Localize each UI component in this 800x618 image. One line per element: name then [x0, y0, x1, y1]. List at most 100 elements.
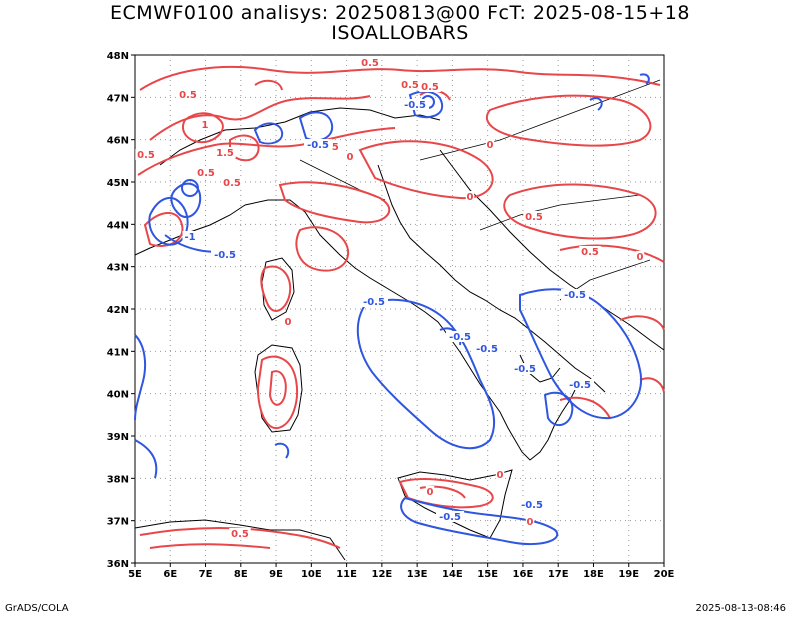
positive-contour-label: 0 [527, 517, 534, 528]
negative-contour-label: -0.5 [307, 140, 329, 151]
positive-contour-label: 0.5 [197, 168, 215, 179]
lat-tick-label: 40N [107, 390, 129, 401]
positive-contour-label: 0.5 [179, 90, 197, 101]
positive-contour-label-bg [523, 211, 545, 222]
negative-contour-label: -0.5 [521, 500, 543, 511]
negative-contour-label: -0.5 [514, 364, 536, 375]
negative-contour-label: -0.5 [449, 332, 471, 343]
positive-contour-label-bg [425, 486, 435, 497]
negative-contour-label-bg [446, 331, 474, 342]
positive-contour-label-bg [135, 149, 157, 160]
negative-contour-label: -0.5 [439, 512, 461, 523]
lon-tick-label: 13E [407, 569, 428, 580]
positive-contour-label-bg [200, 119, 210, 130]
negative-contour-label: -0.5 [569, 380, 591, 391]
positive-contour-label-bg [214, 147, 236, 158]
lon-tick-label: 14E [442, 569, 463, 580]
lon-tick-label: 11E [336, 569, 357, 580]
lon-tick-label: 12E [371, 569, 392, 580]
lat-tick-label: 45N [107, 178, 129, 189]
positive-contour-label: 0.5 [361, 58, 379, 69]
negative-contour-label: -0.5 [564, 290, 586, 301]
lon-tick-label: 6E [163, 569, 177, 580]
positive-contour-label: 0.5 [231, 529, 249, 540]
negative-contour-label-bg [360, 296, 388, 307]
positive-contour-label-bg [495, 469, 505, 480]
lat-tick-label: 42N [107, 305, 129, 316]
positive-contour-label-bg [399, 79, 421, 90]
negative-contour-label-bg [566, 379, 594, 390]
positive-contour-label: 0 [637, 252, 644, 263]
lat-tick-label: 47N [107, 93, 129, 104]
lon-tick-label: 8E [234, 569, 248, 580]
axis-ticks: 5E 6E 7E 8E 9E 10E 11E 12E 13E 14E 15E 16E 17E 18E 19E… [107, 51, 675, 580]
positive-contour-label-bg [419, 81, 441, 92]
lat-tick-label: 36N [107, 559, 129, 570]
lat-tick-label: 38N [107, 474, 129, 485]
grid [135, 55, 664, 563]
lat-tick-label: 46N [107, 136, 129, 147]
lon-tick-label: 17E [548, 569, 569, 580]
contour-labels: 0.50.510.50.51.50.500.50.50.500.500.5000… [135, 57, 645, 540]
positive-contours [137, 65, 665, 549]
negative-contour-label: -0.5 [404, 100, 426, 111]
negative-contour-label: -0.5 [363, 297, 385, 308]
positive-contour-label: 0 [427, 487, 434, 498]
map-subtitle: ISOALLOBARS [331, 22, 469, 44]
positive-contour-label: 0.5 [421, 82, 439, 93]
negative-contour-label-bg [211, 249, 239, 260]
positive-contour-label: 0 [347, 152, 354, 163]
positive-contour-label-bg [579, 246, 601, 257]
positive-contour-label: 0 [487, 140, 494, 151]
negative-contour-label: -0.5 [214, 250, 236, 261]
lat-tick-label: 43N [107, 263, 129, 274]
positive-contour-label-bg [177, 89, 199, 100]
negative-contour-label: -1 [184, 232, 195, 243]
map-frame [134, 54, 665, 564]
lat-tick-label: 44N [107, 220, 129, 231]
lat-tick-label: 37N [107, 517, 129, 528]
positive-contour-label: 0 [497, 470, 504, 481]
lat-tick-label: 48N [107, 51, 129, 62]
positive-contour-label: 0 [285, 317, 292, 328]
positive-contour-label-bg [283, 316, 293, 327]
lon-tick-label: 20E [654, 569, 675, 580]
positive-contour-label-bg [221, 177, 243, 188]
positive-contour-label-bg [635, 251, 645, 262]
positive-contour-label: 0.5 [581, 247, 599, 258]
negative-contour-label-bg [518, 499, 546, 510]
negative-contour-label-bg [561, 289, 589, 300]
lon-tick-label: 5E [128, 569, 142, 580]
positive-contour-label-bg [359, 57, 381, 68]
lon-tick-label: 9E [269, 569, 283, 580]
lon-tick-label: 16E [513, 569, 534, 580]
lat-tick-label: 39N [107, 432, 129, 443]
footer-credit: GrADS/COLA [5, 603, 69, 614]
positive-contour-label: 0.5 [137, 150, 155, 161]
lat-tick-label: 41N [107, 347, 129, 358]
map-title: ECMWF0100 analisys: 20250813@00 FcT: 202… [110, 2, 690, 24]
negative-contour-label-bg [182, 231, 198, 242]
footer-timestamp: 2025-08-13-08:46 [695, 603, 786, 614]
negative-contour-label: -0.5 [476, 344, 498, 355]
positive-contour-label-bg [195, 167, 217, 178]
positive-contour-label: 0.5 [223, 178, 241, 189]
positive-contour-label-bg [229, 528, 251, 539]
positive-contour-label-bg [525, 516, 535, 527]
positive-contour-label-bg [485, 139, 495, 150]
positive-contour-label: 0.5 [401, 80, 419, 91]
negative-contour-label-bg [473, 343, 501, 354]
negative-contour-label-bg [304, 139, 332, 150]
lon-tick-label: 7E [199, 569, 213, 580]
positive-contour-label: 0 [467, 192, 474, 203]
negative-contour-label-bg [511, 363, 539, 374]
lon-tick-label: 10E [301, 569, 322, 580]
positive-contour-label: 1 [202, 120, 209, 131]
lon-tick-label: 19E [618, 569, 639, 580]
lon-tick-label: 15E [477, 569, 498, 580]
positive-contour-label-bg [345, 151, 355, 162]
positive-contour-label: 0.5 [525, 212, 543, 223]
negative-contour-label-bg [436, 511, 464, 522]
lon-tick-label: 18E [583, 569, 604, 580]
